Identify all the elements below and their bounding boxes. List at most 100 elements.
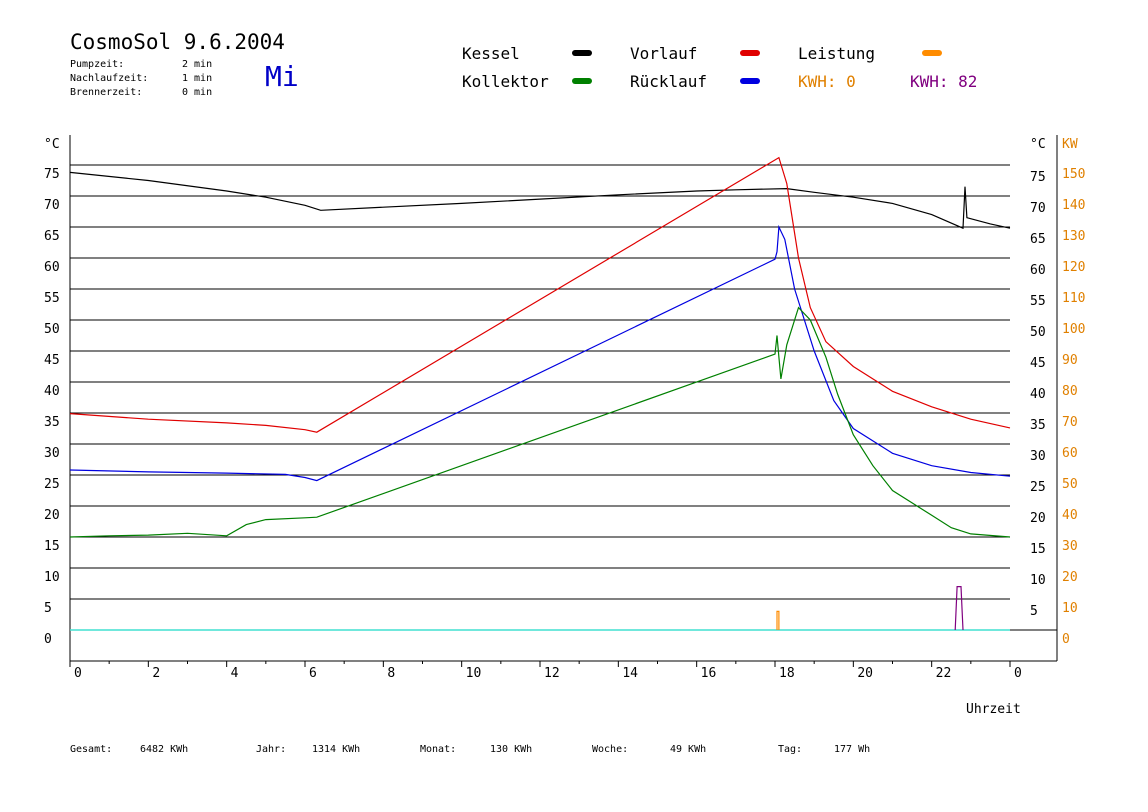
legend-vorlauf-swatch xyxy=(740,50,760,56)
y-right-unit: °C xyxy=(1030,137,1046,152)
x-tick-label-10: 20 xyxy=(857,666,873,681)
y-left-label-10: 10 xyxy=(44,570,60,585)
y-right-kw-label-150: 150 xyxy=(1062,167,1085,182)
y-right-temp-label-15: 15 xyxy=(1030,542,1046,557)
footer-woche-label: Woche: xyxy=(592,744,629,755)
series-line-r-cklauf xyxy=(69,224,1011,482)
pumpzeit-label: Pumpzeit: xyxy=(70,59,125,70)
legend-kessel-label: Kessel xyxy=(462,44,520,63)
y-right-kw-label-140: 140 xyxy=(1062,198,1085,213)
legend-leistung-swatch xyxy=(922,50,942,56)
y-left-label-20: 20 xyxy=(44,508,60,523)
legend-ruecklauf-label: Rücklauf xyxy=(630,72,708,91)
y-right-kw-label-20: 20 xyxy=(1062,570,1078,585)
chart-labels: 0 2 4 6 8 10 12 14 16 18 20 22 005101520253035404550… xyxy=(44,137,1085,681)
x-tick-label-6: 12 xyxy=(544,666,560,681)
legend-kwh-purple: KWH: 82 xyxy=(910,72,978,91)
y-left-label-55: 55 xyxy=(44,291,60,306)
x-tick-label-1: 2 xyxy=(152,666,160,681)
chart-series xyxy=(69,156,1011,631)
y-right-kw-unit: KW xyxy=(1062,137,1078,152)
y-right-kw-label-100: 100 xyxy=(1062,322,1085,337)
y-left-label-50: 50 xyxy=(44,322,60,337)
y-left-label-40: 40 xyxy=(44,384,60,399)
series-line-kwh-purple xyxy=(954,585,964,631)
y-right-temp-label-5: 5 xyxy=(1030,604,1038,619)
y-left-label-65: 65 xyxy=(44,229,60,244)
legend-kwh-orange: KWH: 0 xyxy=(798,72,856,91)
footer-monat-label: Monat: xyxy=(420,744,457,755)
y-left-label-0: 0 xyxy=(44,632,52,647)
temperature-chart: 0 2 4 6 8 10 12 14 16 18 20 22 005101520253035404550… xyxy=(44,135,1085,681)
y-right-temp-label-35: 35 xyxy=(1030,418,1046,433)
legend-kollektor-swatch xyxy=(572,78,592,84)
brennerzeit-value: 0 min xyxy=(182,87,213,98)
y-right-temp-label-10: 10 xyxy=(1030,573,1046,588)
y-right-kw-label-70: 70 xyxy=(1062,415,1078,430)
x-tick-label-8: 16 xyxy=(701,666,717,681)
series-line-kollektor xyxy=(69,306,1011,538)
y-left-label-30: 30 xyxy=(44,446,60,461)
y-left-label-35: 35 xyxy=(44,415,60,430)
legend-kollektor-label: Kollektor xyxy=(462,72,549,91)
y-left-label-45: 45 xyxy=(44,353,60,368)
footer-jahr-label: Jahr: xyxy=(256,744,287,755)
footer-jahr-value: 1314 KWh xyxy=(312,744,361,755)
x-tick-label-4: 8 xyxy=(387,666,395,681)
y-right-temp-label-50: 50 xyxy=(1030,325,1046,340)
y-right-kw-label-40: 40 xyxy=(1062,508,1078,523)
y-left-label-60: 60 xyxy=(44,260,60,275)
y-right-temp-label-30: 30 xyxy=(1030,449,1046,464)
legend-ruecklauf-swatch xyxy=(740,78,760,84)
x-tick-label-3: 6 xyxy=(309,666,317,681)
y-right-kw-label-0: 0 xyxy=(1062,632,1070,647)
brennerzeit-label: Brennerzeit: xyxy=(70,87,143,98)
series-line-leistung xyxy=(776,610,780,630)
y-right-kw-label-10: 10 xyxy=(1062,601,1078,616)
pumpzeit-value: 2 min xyxy=(182,59,213,70)
x-tick-label-0: 0 xyxy=(74,666,82,681)
y-right-temp-label-70: 70 xyxy=(1030,201,1046,216)
y-right-kw-label-110: 110 xyxy=(1062,291,1085,306)
x-tick-label-11: 22 xyxy=(936,666,952,681)
footer-tag-label: Tag: xyxy=(778,744,803,755)
y-right-temp-label-55: 55 xyxy=(1030,294,1046,309)
footer-gesamt-value: 6482 KWh xyxy=(140,744,189,755)
y-right-temp-label-60: 60 xyxy=(1030,263,1046,278)
y-right-kw-label-30: 30 xyxy=(1062,539,1078,554)
x-axis-label: Uhrzeit xyxy=(966,702,1021,717)
legend-leistung-label: Leistung xyxy=(798,44,876,63)
y-right-temp-label-65: 65 xyxy=(1030,232,1046,247)
chart-axes xyxy=(69,135,1058,667)
nachlaufzeit-value: 1 min xyxy=(182,73,213,84)
chart-grid xyxy=(70,164,1010,600)
y-right-temp-label-25: 25 xyxy=(1030,480,1046,495)
x-tick-label-5: 10 xyxy=(466,666,482,681)
y-left-label-75: 75 xyxy=(44,167,60,182)
y-right-kw-label-80: 80 xyxy=(1062,384,1078,399)
footer-tag-value: 177 Wh xyxy=(834,744,871,755)
y-left-unit: °C xyxy=(44,137,60,152)
y-left-label-15: 15 xyxy=(44,539,60,554)
y-right-kw-label-60: 60 xyxy=(1062,446,1078,461)
nachlaufzeit-label: Nachlaufzeit: xyxy=(70,73,149,84)
y-right-temp-label-45: 45 xyxy=(1030,356,1046,371)
x-tick-label-2: 4 xyxy=(231,666,239,681)
footer-woche-value: 49 KWh xyxy=(670,744,707,755)
y-left-label-5: 5 xyxy=(44,601,52,616)
chart-title: CosmoSol 9.6.2004 xyxy=(70,30,285,54)
y-right-kw-label-130: 130 xyxy=(1062,229,1085,244)
y-right-temp-label-75: 75 xyxy=(1030,170,1046,185)
y-left-label-25: 25 xyxy=(44,477,60,492)
legend-kessel-swatch xyxy=(572,50,592,56)
y-right-temp-label-20: 20 xyxy=(1030,511,1046,526)
y-right-kw-label-50: 50 xyxy=(1062,477,1078,492)
footer-gesamt-label: Gesamt: xyxy=(70,744,113,755)
series-line-kessel xyxy=(69,171,1011,230)
x-tick-label-9: 18 xyxy=(779,666,795,681)
y-right-kw-label-120: 120 xyxy=(1062,260,1085,275)
y-left-label-70: 70 xyxy=(44,198,60,213)
series-line-vorlauf xyxy=(69,156,1011,433)
y-right-kw-label-90: 90 xyxy=(1062,353,1078,368)
y-right-temp-label-40: 40 xyxy=(1030,387,1046,402)
